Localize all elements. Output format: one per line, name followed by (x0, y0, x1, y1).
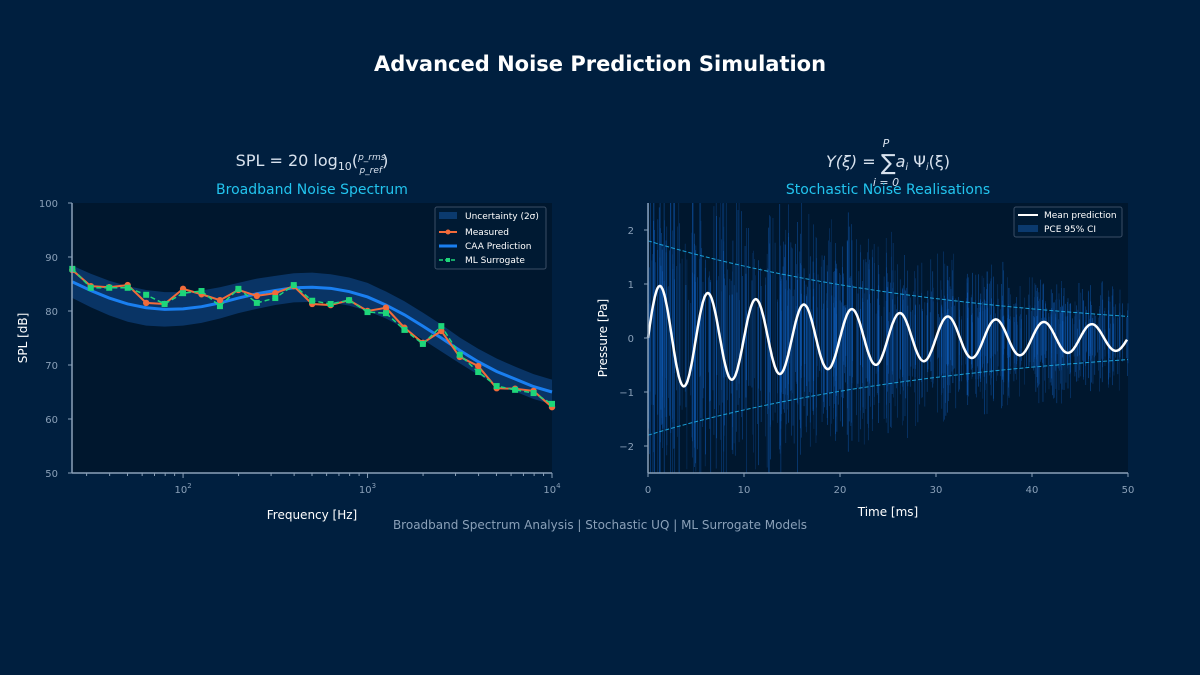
ml-surrogate-point (216, 303, 223, 310)
x-tick-label: 10 (738, 485, 751, 496)
legend-label: Measured (465, 228, 509, 238)
x-tick-label: 0 (645, 485, 651, 496)
legend: Uncertainty (2σ) Measured CAA Prediction… (434, 206, 547, 270)
ml-surrogate-point (253, 299, 260, 306)
y-tick-label: 80 (45, 307, 58, 318)
ml-surrogate-point (346, 297, 353, 304)
ml-surrogate-point (475, 369, 482, 376)
ml-surrogate-point (401, 326, 408, 333)
ml-surrogate-point (309, 297, 316, 304)
ml-surrogate-point (549, 400, 555, 407)
x-tick-label: 103 (359, 482, 376, 496)
x-axis-label: Time [ms] (857, 505, 919, 519)
ml-surrogate-point (438, 323, 445, 330)
y-tick-label: 90 (45, 253, 58, 264)
legend-marker (445, 229, 451, 235)
spectrum-chart: SPL = 20 log10(p_rms p_ref) Broadband Noi… (16, 151, 561, 522)
y-tick-label: 60 (45, 415, 58, 426)
legend-label: ML Surrogate (465, 256, 525, 266)
y-tick-label: 70 (45, 361, 58, 372)
ml-surrogate-point (364, 309, 371, 316)
ml-surrogate-point (290, 282, 297, 289)
ml-surrogate-point (419, 340, 426, 347)
y-axis-label: Pressure [Pa] (596, 299, 610, 377)
legend-label: PCE 95% CI (1044, 225, 1096, 235)
spectrum-title: Broadband Noise Spectrum (216, 182, 408, 198)
legend-marker (446, 258, 450, 262)
mean-prediction-line (646, 284, 1129, 388)
ml-surrogate-point (106, 284, 113, 291)
noise-realisations (647, 203, 1129, 473)
x-tick-label: 20 (834, 485, 847, 496)
sum-lower-limit: i = 0 (873, 176, 899, 189)
ml-surrogate-point (272, 295, 279, 302)
spl-formula: SPL = 20 log10(p_rms p_ref) (236, 151, 389, 176)
y-tick-label: −1 (619, 388, 634, 399)
measured-point (382, 304, 390, 311)
footer-caption: Broadband Spectrum Analysis | Stochastic… (392, 518, 808, 532)
ml-surrogate-point (198, 288, 205, 295)
legend-label: Mean prediction (1044, 211, 1117, 221)
ml-surrogate-point (382, 310, 389, 317)
sum-upper-limit: P (883, 137, 890, 150)
y-tick-label: 100 (39, 199, 58, 210)
y-tick-label: 2 (628, 226, 634, 237)
legend-swatch-uncertainty (439, 212, 457, 219)
y-tick-label: 0 (628, 334, 634, 345)
legend-box (1013, 206, 1123, 238)
measured-point (475, 362, 482, 370)
y-tick-label: 50 (45, 469, 58, 480)
measured-point (216, 297, 224, 304)
ml-surrogate-point (143, 291, 150, 298)
legend-swatch-ci (1018, 225, 1038, 232)
realisations-chart: Y(ξ) = ∑ai Ψi(ξ) P i = 0 Stochastic Nois… (596, 137, 1134, 519)
realisations-title: Stochastic Noise Realisations (786, 182, 990, 198)
caa-prediction-line (71, 280, 553, 394)
ml-surrogate-point (327, 300, 334, 307)
ml-surrogate-point (235, 285, 242, 292)
measured-point (438, 327, 445, 335)
measured-point (272, 289, 279, 297)
ml-surrogate-point (512, 386, 519, 393)
x-tick-label: 50 (1122, 485, 1135, 496)
measured-point (142, 299, 150, 307)
y-tick-label: 1 (628, 280, 634, 291)
y-tick-label: −2 (619, 442, 634, 453)
x-tick-label: 40 (1026, 485, 1039, 496)
page-title: Advanced Noise Prediction Simulation (373, 52, 827, 76)
x-tick-label: 30 (930, 485, 943, 496)
legend-box (434, 206, 547, 270)
legend: Mean prediction PCE 95% CI (1013, 206, 1123, 238)
ml-surrogate-point (87, 284, 94, 291)
legend-label: CAA Prediction (465, 242, 531, 252)
pce-formula: Y(ξ) = ∑ai Ψi(ξ) (826, 151, 950, 176)
ml-surrogate-point (180, 290, 187, 297)
ml-surrogate-point (530, 390, 537, 397)
ml-surrogate-point (124, 284, 131, 291)
x-tick-label: 104 (543, 482, 561, 496)
ml-surrogate-point (493, 383, 500, 390)
measured-point (253, 292, 261, 300)
x-axis-label: Frequency [Hz] (267, 508, 358, 522)
ml-surrogate-point (161, 300, 168, 307)
x-tick-label: 102 (174, 482, 191, 496)
y-axis-label: SPL [dB] (16, 313, 30, 364)
uncertainty-band (72, 265, 552, 405)
legend-label: Uncertainty (2σ) (465, 212, 539, 222)
ml-surrogate-point (456, 351, 463, 358)
